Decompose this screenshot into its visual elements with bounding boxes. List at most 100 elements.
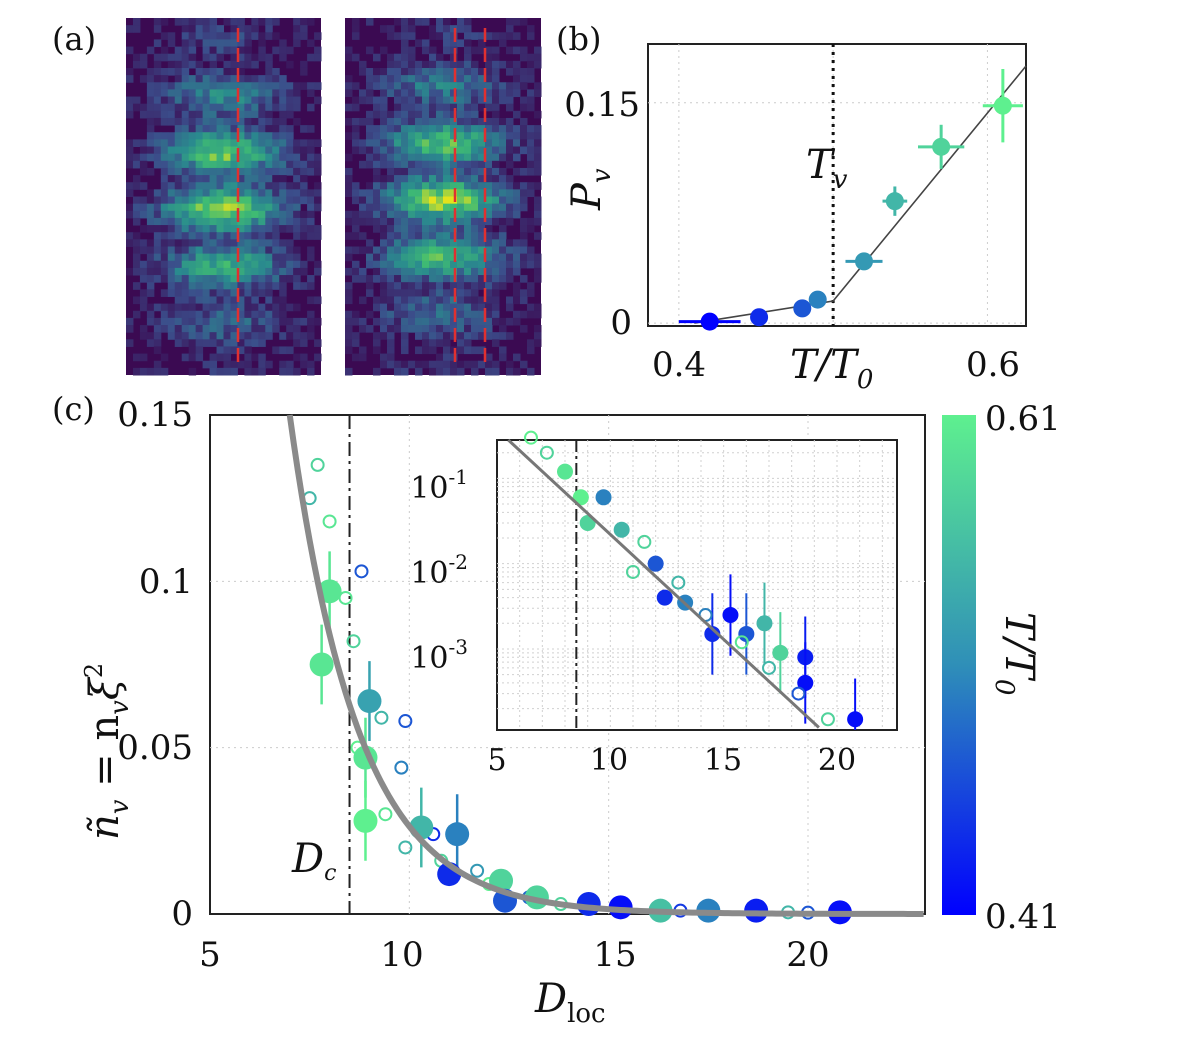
heatmap-cell — [387, 217, 395, 226]
heatmap-cell — [216, 303, 224, 312]
heatmap-cell — [258, 310, 266, 319]
inset-filled-point — [772, 644, 789, 661]
heatmap-cell — [244, 82, 252, 90]
heatmap-cell — [307, 217, 315, 226]
heatmap-cell — [146, 75, 155, 83]
heatmap-cell — [520, 360, 528, 369]
heatmap-cell — [251, 217, 259, 226]
heatmap-cell — [513, 67, 521, 76]
heatmap-cell — [244, 146, 252, 155]
heatmap-cell — [216, 82, 224, 90]
heatmap-cell — [527, 260, 535, 269]
heatmap-cell — [216, 317, 224, 326]
heatmap-cell — [513, 196, 521, 205]
heatmap-cell — [132, 139, 141, 148]
heatmap-cell — [471, 260, 479, 269]
heatmap-cell — [216, 139, 224, 148]
heatmap-cell — [394, 189, 402, 197]
heatmap-cell — [251, 253, 259, 262]
heatmap-cell — [251, 267, 259, 276]
heatmap-cell — [160, 82, 169, 90]
heatmap-cell — [126, 160, 134, 169]
heatmap-cell — [443, 139, 451, 148]
heatmap-cell — [265, 210, 273, 219]
heatmap-cell — [202, 317, 211, 326]
heatmap-cell — [471, 146, 479, 155]
heatmap-cell — [160, 18, 169, 26]
heatmap-cell — [265, 60, 273, 69]
heatmap-cell — [160, 260, 169, 269]
heatmap-cell — [401, 289, 409, 297]
heatmap-cell — [352, 310, 360, 319]
heatmap-cell — [251, 25, 259, 33]
heatmap-cell — [230, 25, 238, 33]
heatmap-cell — [366, 260, 374, 269]
heatmap-cell — [132, 232, 141, 240]
heatmap-cell — [174, 253, 183, 262]
heatmap-cell — [478, 32, 486, 40]
heatmap-cell — [499, 117, 507, 126]
heatmap-cell — [492, 132, 500, 140]
heatmap-cell — [464, 203, 472, 212]
heatmap-cell — [443, 360, 451, 369]
heatmap-cell — [167, 189, 176, 197]
heatmap-cell — [279, 296, 287, 305]
heatmap-cell — [265, 103, 273, 112]
heatmap-cell — [153, 146, 162, 155]
heatmap-cell — [520, 325, 528, 333]
heatmap-cell — [174, 310, 183, 319]
heatmap-cell — [195, 317, 204, 326]
heatmap-cell — [188, 325, 197, 333]
heatmap-cell — [415, 153, 423, 162]
heatmap-cell — [132, 217, 141, 226]
heatmap-cell — [307, 53, 315, 62]
heatmap-cell — [230, 239, 238, 247]
heatmap-cell — [174, 217, 183, 226]
heatmap-cell — [415, 60, 423, 69]
heatmap-cell — [499, 125, 507, 133]
heatmap-cell — [307, 253, 315, 262]
heatmap-cell — [258, 89, 266, 98]
heatmap-cell — [251, 96, 259, 105]
heatmap-cell — [436, 75, 444, 83]
heatmap-cell — [352, 125, 360, 133]
heatmap-cell — [244, 310, 252, 319]
heatmap-cell — [429, 46, 437, 55]
heatmap-cell — [293, 246, 301, 255]
heatmap-cell — [436, 210, 444, 219]
heatmap-cell — [520, 82, 528, 90]
heatmap-cell — [520, 139, 528, 148]
heatmap-cell — [153, 89, 162, 98]
heatmap-cell — [464, 289, 472, 297]
heatmap-cell — [401, 167, 409, 176]
heatmap-cell — [167, 317, 176, 326]
heatmap-cell — [195, 239, 204, 247]
heatmap-cell — [174, 153, 183, 162]
heatmap-cell — [408, 217, 416, 226]
heatmap-cell — [286, 89, 294, 98]
heatmap-cell — [485, 275, 493, 283]
heatmap-cell — [506, 139, 514, 148]
heatmap-cell — [223, 196, 231, 205]
heatmap-cell — [300, 260, 308, 269]
heatmap-cell — [132, 310, 141, 319]
heatmap-cell — [279, 82, 287, 90]
heatmap-cell — [534, 310, 542, 319]
panel-b-point — [808, 290, 827, 309]
heatmap-cell — [359, 325, 367, 333]
heatmap-cell — [251, 32, 259, 40]
heatmap-cell — [387, 67, 395, 76]
heatmap-cell — [366, 132, 374, 140]
heatmap-cell — [415, 246, 423, 255]
heatmap-cell — [394, 125, 402, 133]
heatmap-cell — [527, 246, 535, 255]
heatmap-cell — [485, 89, 493, 98]
heatmap-cell — [527, 139, 535, 148]
heatmap-cell — [394, 203, 402, 212]
heatmap-1 — [126, 18, 322, 376]
heatmap-cell — [307, 139, 315, 148]
heatmap-cell — [345, 296, 353, 305]
heatmap-cell — [279, 210, 287, 219]
heatmap-cell — [380, 325, 388, 333]
panel-c-xlabel: Dloc — [534, 976, 606, 1029]
